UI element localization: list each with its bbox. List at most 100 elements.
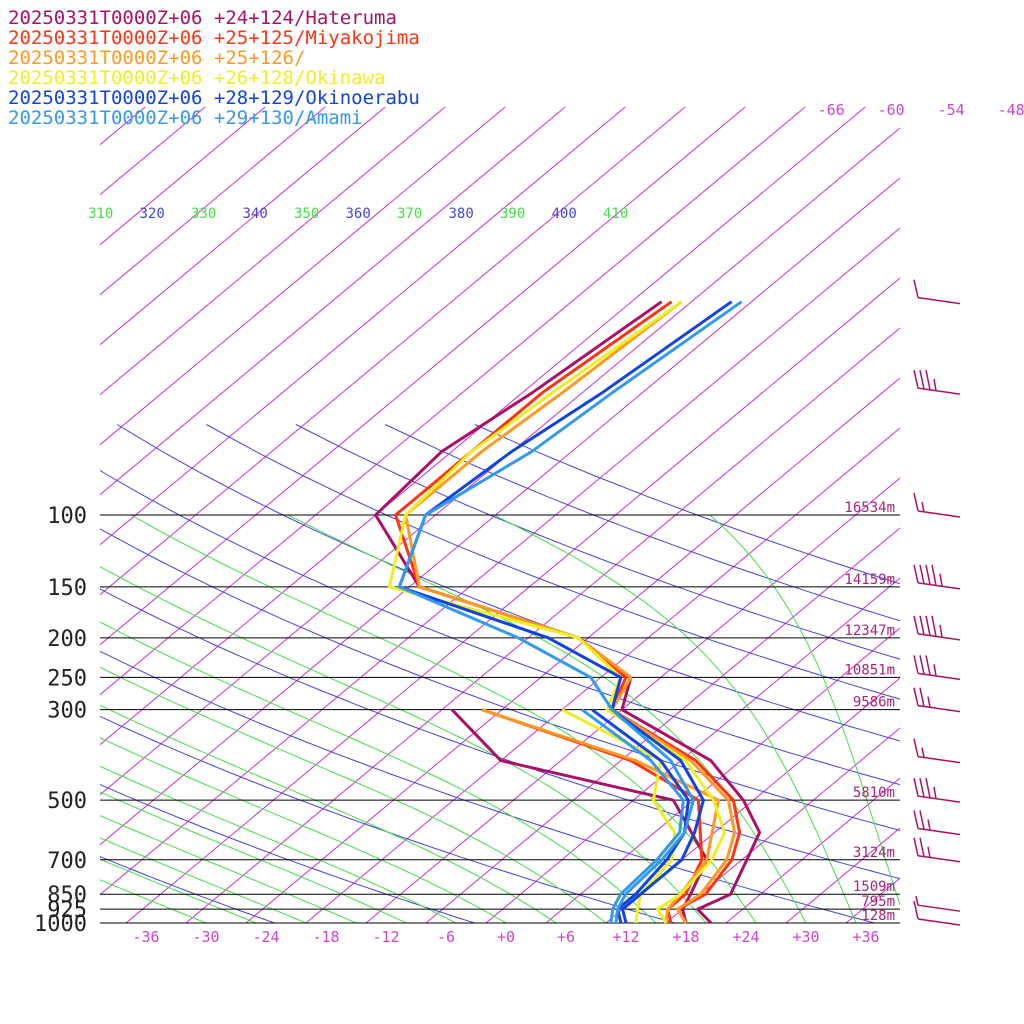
height-label: 3124m xyxy=(853,845,895,861)
theta-label: 330 xyxy=(191,206,216,222)
wind-barb xyxy=(913,778,961,803)
dry-adiabat-line xyxy=(100,528,900,832)
legend-item: 20250331T0000Z+06 +29+130/Amami xyxy=(8,107,363,129)
wind-barbs xyxy=(913,279,961,926)
pressure-label: 850 xyxy=(47,883,87,908)
theta-label: 310 xyxy=(88,206,113,222)
theta-label: 370 xyxy=(397,206,422,222)
pressure-label: 1000 xyxy=(34,912,87,937)
dry-adiabat-line xyxy=(206,424,900,700)
pressure-label: 150 xyxy=(47,576,87,601)
dry-adiabat-line xyxy=(100,856,275,923)
moist-adiabat-line xyxy=(100,621,657,923)
wind-barb xyxy=(913,279,961,305)
dry-adiabat-line xyxy=(100,650,875,923)
isotherm-line xyxy=(725,777,900,923)
dry-adiabat-line xyxy=(100,784,475,923)
sounding-series xyxy=(374,300,762,925)
moist-adiabat-line xyxy=(100,666,607,923)
dry-adiabat-line xyxy=(474,424,900,585)
pressure-label: 250 xyxy=(47,666,87,691)
isotherm-line xyxy=(425,527,900,923)
temperature-tick-label: -24 xyxy=(252,928,279,946)
series-temperature-line xyxy=(397,300,733,924)
wind-barb xyxy=(913,687,961,713)
upper-temperature-label: -66 xyxy=(818,101,845,119)
isotherm-line xyxy=(966,107,1024,923)
isotherm-line xyxy=(100,106,266,246)
wind-barb xyxy=(913,655,961,681)
series-temperature-line xyxy=(387,300,727,924)
upper-temperature-label: -48 xyxy=(998,101,1024,119)
temperature-tick-label: -18 xyxy=(312,928,339,946)
isobar-lines xyxy=(100,514,900,924)
dry-adiabat-line xyxy=(295,424,900,660)
isotherm-line xyxy=(665,727,900,923)
isotherm-line xyxy=(485,577,900,923)
wind-barb xyxy=(913,810,961,836)
series-dewpoint-line xyxy=(481,708,704,924)
wind-barb xyxy=(913,492,961,518)
moist-adiabat-line xyxy=(493,514,857,923)
isotherm-line xyxy=(100,106,326,296)
height-labels: 16534m 14159m 12347m 10851m 9586m 5810m 3124m 1… xyxy=(844,500,895,924)
theta-label: 360 xyxy=(346,206,371,222)
height-label: 5810m xyxy=(853,785,895,801)
temperature-tick-label: -30 xyxy=(192,928,219,946)
moist-adiabat-lines xyxy=(100,514,900,923)
dry-adiabat-line xyxy=(100,469,900,786)
series-temperature-line xyxy=(397,300,743,924)
temperature-tick-label: -6 xyxy=(437,928,455,946)
wind-barb xyxy=(913,615,961,641)
moist-adiabat-line xyxy=(100,879,207,923)
height-label: 12347m xyxy=(844,623,895,639)
wind-barb xyxy=(913,738,961,764)
dry-adiabat-line xyxy=(100,715,675,923)
pressure-label: 200 xyxy=(47,627,87,652)
moist-adiabat-line xyxy=(100,858,257,923)
temperature-axis-labels: -36 -30 -24 -18 -12 -6 +0 +6 +12 +18 +24 +30 +36 xyxy=(132,928,879,946)
height-label: 10851m xyxy=(844,662,895,678)
series-temperature-line xyxy=(394,300,742,924)
series-dewpoint-line xyxy=(581,708,685,924)
theta-labels: 310 320 330 340 350 360 370 380 390 400 410 xyxy=(88,206,628,222)
moist-adiabat-line xyxy=(287,514,807,923)
height-label: 795m xyxy=(861,894,895,910)
theta-label: 380 xyxy=(449,206,474,222)
legend-item: 20250331T0000Z+06 +28+129/Okinoerabu xyxy=(8,87,420,109)
series-dewpoint-line xyxy=(481,708,720,924)
height-label: 128m xyxy=(861,908,895,924)
theta-label: 350 xyxy=(294,206,319,222)
temperature-tick-label: +12 xyxy=(612,928,639,946)
height-label: 16534m xyxy=(844,500,895,516)
temperature-tick-label: +18 xyxy=(672,928,699,946)
isotherm-line xyxy=(906,107,1024,923)
temperature-tick-label: -36 xyxy=(132,928,159,946)
theta-label: 340 xyxy=(243,206,268,222)
isotherm-line xyxy=(100,106,386,346)
legend: 20250331T0000Z+06 +24+124/Hateruma 202503… xyxy=(8,7,420,129)
height-label: 9586m xyxy=(853,695,895,711)
upper-temperature-label: -60 xyxy=(878,101,905,119)
pressure-label: 300 xyxy=(47,699,87,724)
pressure-label: 925 xyxy=(47,898,87,923)
theta-label: 390 xyxy=(500,206,525,222)
isotherm-line xyxy=(100,106,506,446)
upper-temperature-labels: -66 -60 -54 -48 xyxy=(818,101,1024,119)
isotherm-line xyxy=(545,627,900,923)
wind-barb xyxy=(913,837,961,863)
isotherm-line xyxy=(100,106,446,396)
pressure-label: 500 xyxy=(47,789,87,814)
isotherm-line xyxy=(100,106,566,496)
pressure-label: 100 xyxy=(47,504,87,529)
temperature-tick-label: +0 xyxy=(497,928,515,946)
theta-label: 410 xyxy=(603,206,628,222)
wind-barb xyxy=(913,564,961,590)
height-label: 1509m xyxy=(853,879,895,895)
temperature-tick-label: +36 xyxy=(852,928,879,946)
dry-adiabat-line xyxy=(116,424,900,742)
height-label: 14159m xyxy=(844,572,895,588)
legend-item: 20250331T0000Z+06 +24+124/Hateruma xyxy=(8,7,397,29)
